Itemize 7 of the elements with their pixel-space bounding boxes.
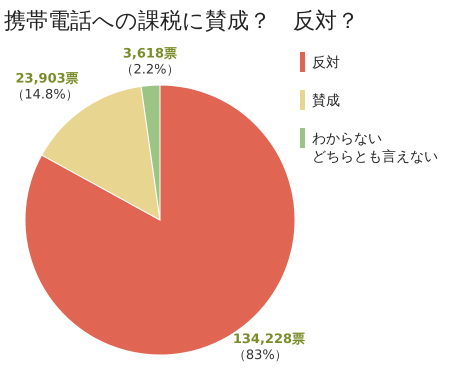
- legend-label: 賛成: [312, 93, 340, 109]
- chart-title: 携帯電話への課税に賛成？ 反対？: [4, 9, 359, 34]
- legend-label: 反対: [312, 55, 340, 71]
- data-label: 3,618票（2.2%）: [120, 46, 180, 78]
- legend-label: わからないどちらとも言えない: [312, 131, 438, 165]
- data-label: 23,903票（14.8%）: [11, 71, 79, 102]
- data-label: 134,228票（83%）: [232, 332, 306, 364]
